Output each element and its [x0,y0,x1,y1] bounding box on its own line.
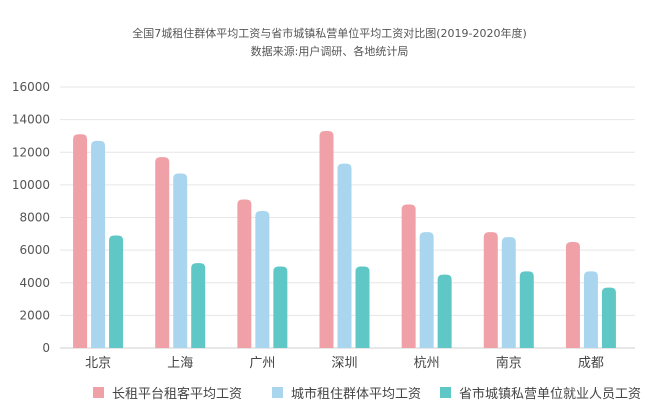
chart-subtitle: 数据来源:用户调研、各地统计局 [250,45,409,58]
x-tick-label: 上海 [167,356,193,371]
legend-label: 城市租住群体平均工资 [291,387,422,402]
x-tick-label: 南京 [496,355,522,371]
bar [401,204,416,348]
bar-chart: 0 2000 4000 6000 8000 10000 12000 14000 16000 北京 上… [12,80,635,371]
bar [483,232,498,348]
bar [519,271,534,348]
y-tick-label: 10000 [12,178,50,192]
bar [255,210,270,348]
x-tick-label: 成都 [578,356,604,371]
legend-label: 省市城镇私营单位就业人员工资 [459,387,642,402]
bar [91,140,106,348]
y-tick-label: 6000 [19,243,50,257]
bar [437,274,452,348]
x-tick-label: 广州 [249,356,275,371]
bar [419,232,434,348]
legend-swatch [440,387,451,398]
legend-item-series-3[interactable]: 省市城镇私营单位就业人员工资 [440,383,641,402]
bar [565,241,580,348]
legend-label: 长租平台租客平均工资 [112,387,243,402]
bar [191,263,206,348]
bar [173,173,188,348]
y-tick-label: 4000 [19,276,50,290]
y-tick-label: 0 [42,341,50,355]
legend-swatch [93,387,104,398]
bar [273,266,288,348]
bar [601,287,616,348]
y-tick-label: 8000 [19,211,50,225]
legend-item-series-2[interactable]: 城市租住群体平均工资 [272,383,421,402]
bar [73,134,88,348]
bar [237,199,252,348]
bar [355,266,370,348]
bar [583,271,598,348]
y-tick-label: 14000 [12,113,50,127]
y-tick-label: 2000 [19,308,50,322]
legend: 长租平台租客平均工资 城市租住群体平均工资 省市城镇私营单位就业人员工资 [0,383,659,403]
bar [501,237,516,348]
y-tick-label: 12000 [12,145,50,159]
x-tick-label: 杭州 [414,356,440,371]
x-tick-label: 北京 [85,356,111,371]
chart-title: 全国7城租住群体平均工资与省市城镇私营单位平均工资对比图(2019-2020年度… [132,27,527,40]
bar [109,235,124,348]
y-tick-label: 16000 [12,80,50,94]
legend-swatch [272,387,283,398]
legend-item-series-1[interactable]: 长租平台租客平均工资 [93,383,242,402]
bar [319,131,334,348]
bar [337,163,352,348]
bar [155,157,170,348]
x-tick-label: 深圳 [331,356,357,371]
